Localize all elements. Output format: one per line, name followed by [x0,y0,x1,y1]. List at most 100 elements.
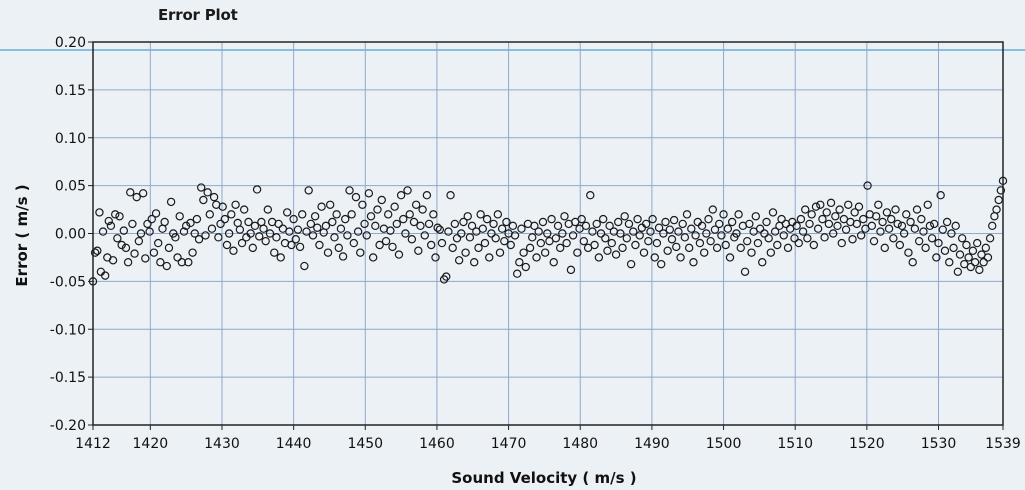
data-point [811,202,821,211]
data-point [136,229,146,238]
data-point [540,248,550,257]
data-point [302,227,311,236]
data-point [220,214,230,224]
data-point [779,231,788,240]
data-point [543,229,552,238]
data-point [532,253,541,262]
data-point [237,238,247,248]
data-point [151,209,161,218]
data-point [454,256,464,265]
data-point [184,258,193,267]
data-point [252,185,262,194]
data-point [186,218,195,228]
data-point [474,243,483,253]
data-point [773,240,782,250]
data-point [500,236,509,246]
data-point [805,219,814,229]
data-point [992,205,1001,214]
data-point [828,229,838,238]
data-point [691,231,700,240]
data-point [598,214,608,224]
data-point [224,229,234,238]
data-point [925,221,935,231]
data-point [388,242,397,252]
data-point [906,217,915,227]
data-point [190,229,199,238]
data-point [657,259,666,269]
data-point [298,210,307,219]
data-point [762,217,771,227]
data-point [693,217,702,227]
data-point [418,205,427,214]
data-point [629,227,638,236]
data-point [126,188,135,197]
data-point [700,248,709,257]
data-point [715,219,724,229]
data-point [465,233,475,242]
data-point [448,243,457,253]
data-point [242,233,251,242]
data-point [884,224,894,233]
data-point [179,227,189,236]
data-points [88,176,1008,286]
data-point [138,189,148,198]
data-point [891,205,900,214]
data-point [368,253,378,262]
data-point [710,225,720,234]
data-point [682,210,692,219]
data-point [390,202,399,211]
data-point [551,234,561,243]
data-point [723,224,733,233]
data-point [611,250,621,259]
data-point [356,248,365,257]
data-point [706,236,715,246]
data-point [461,248,470,257]
x-axis-tick-labels: 1412 1420 1430 1440 1450 1460 1470 1480 1490 1500… [75,436,1021,452]
data-point [637,223,647,232]
data-point [624,219,634,229]
data-point [562,238,571,248]
data-point [966,262,975,272]
x-tick-label: 1412 [75,436,111,452]
data-point [719,210,728,219]
data-point [345,186,354,195]
data-point [199,195,208,205]
data-point [650,253,659,262]
data-point [614,217,623,227]
data-point [914,236,924,246]
data-point [108,256,118,265]
data-point [295,242,305,252]
data-point [353,227,363,236]
data-point [801,205,810,214]
data-point [188,248,197,257]
data-point [384,210,393,219]
data-point [364,189,374,198]
data-point [983,253,993,262]
data-point [882,208,892,217]
data-point [420,231,429,240]
data-point [392,219,402,229]
data-point [93,246,102,255]
data-point [558,229,567,238]
data-point [442,272,451,281]
data-point [680,233,690,242]
data-point [689,258,698,267]
data-point [813,224,823,233]
data-point [923,200,932,209]
data-point [639,248,649,257]
data-point [856,231,866,240]
data-point [147,214,156,224]
data-point [495,248,505,257]
data-point [435,225,445,234]
data-point [641,219,651,229]
y-axis-title: Error ( m/s ) [13,184,31,286]
data-point [437,238,447,248]
data-point [835,205,844,214]
data-point [672,242,681,252]
x-tick-label: 1460 [419,436,455,452]
data-point [192,214,202,224]
data-point [661,217,670,227]
data-point [770,227,780,236]
data-point [405,210,414,219]
data-point [934,238,943,248]
